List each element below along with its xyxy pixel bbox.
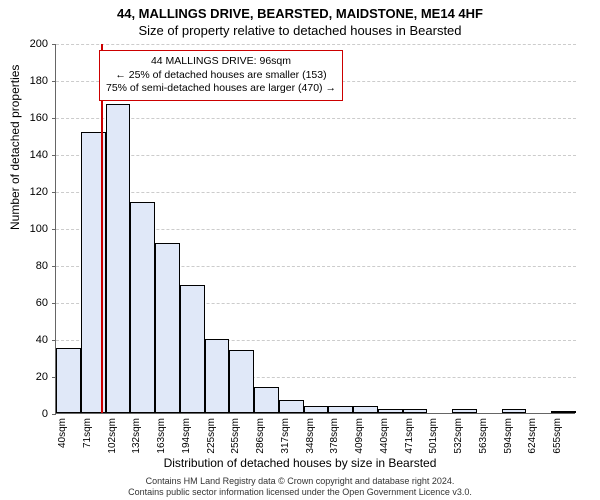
xtick-label: 378sqm — [329, 418, 340, 458]
gridline — [56, 118, 576, 119]
ytick-mark — [52, 303, 56, 304]
histogram-bar — [229, 350, 254, 413]
xtick-label: 102sqm — [107, 418, 118, 458]
histogram-bar — [155, 243, 180, 413]
histogram-bar — [328, 406, 353, 413]
footer-line-2: Contains public sector information licen… — [0, 487, 600, 498]
ytick-label: 160 — [18, 112, 48, 124]
xtick-label: 440sqm — [379, 418, 390, 458]
chart-title-main: 44, MALLINGS DRIVE, BEARSTED, MAIDSTONE,… — [0, 0, 600, 21]
ytick-mark — [52, 81, 56, 82]
xtick-label: 655sqm — [552, 418, 563, 458]
xtick-label: 225sqm — [206, 418, 217, 458]
xtick-label: 563sqm — [478, 418, 489, 458]
xtick-label: 286sqm — [255, 418, 266, 458]
xtick-label: 255sqm — [230, 418, 241, 458]
xtick-label: 409sqm — [354, 418, 365, 458]
ytick-mark — [52, 266, 56, 267]
histogram-bar — [56, 348, 81, 413]
ytick-mark — [52, 414, 56, 415]
gridline — [56, 192, 576, 193]
info-line-1: 44 MALLINGS DRIVE: 96sqm — [106, 55, 336, 69]
ytick-mark — [52, 229, 56, 230]
xtick-label: 163sqm — [156, 418, 167, 458]
histogram-bar — [551, 411, 576, 413]
xtick-label: 40sqm — [57, 418, 68, 458]
ytick-mark — [52, 340, 56, 341]
histogram-bar — [502, 409, 527, 413]
ytick-mark — [52, 192, 56, 193]
histogram-bar — [205, 339, 230, 413]
ytick-label: 80 — [18, 260, 48, 272]
xtick-label: 471sqm — [404, 418, 415, 458]
xtick-label: 594sqm — [503, 418, 514, 458]
chart-area: 44 MALLINGS DRIVE: 96sqm ← 25% of detach… — [55, 44, 575, 414]
histogram-bar — [378, 409, 403, 413]
ytick-label: 60 — [18, 297, 48, 309]
xtick-label: 317sqm — [280, 418, 291, 458]
chart-container: 44, MALLINGS DRIVE, BEARSTED, MAIDSTONE,… — [0, 0, 600, 500]
gridline — [56, 44, 576, 45]
info-line-2: ← 25% of detached houses are smaller (15… — [106, 69, 336, 83]
histogram-bar — [279, 400, 304, 413]
ytick-label: 0 — [18, 408, 48, 420]
footer-attribution: Contains HM Land Registry data © Crown c… — [0, 476, 600, 498]
marker-info-box: 44 MALLINGS DRIVE: 96sqm ← 25% of detach… — [99, 50, 343, 101]
xtick-label: 71sqm — [82, 418, 93, 458]
histogram-bar — [130, 202, 155, 413]
ytick-label: 180 — [18, 75, 48, 87]
ytick-label: 200 — [18, 38, 48, 50]
ytick-label: 120 — [18, 186, 48, 198]
chart-title-sub: Size of property relative to detached ho… — [0, 21, 600, 38]
ytick-mark — [52, 44, 56, 45]
histogram-bar — [304, 406, 329, 413]
histogram-bar — [106, 104, 131, 413]
info-line-3: 75% of semi-detached houses are larger (… — [106, 82, 336, 96]
y-axis-label: Number of detached properties — [8, 65, 22, 230]
ytick-label: 140 — [18, 149, 48, 161]
ytick-label: 40 — [18, 334, 48, 346]
histogram-bar — [452, 409, 477, 413]
histogram-bar — [254, 387, 279, 413]
ytick-label: 100 — [18, 223, 48, 235]
xtick-label: 194sqm — [181, 418, 192, 458]
histogram-bar — [403, 409, 428, 413]
footer-line-1: Contains HM Land Registry data © Crown c… — [0, 476, 600, 487]
histogram-bar — [353, 406, 378, 413]
xtick-label: 501sqm — [428, 418, 439, 458]
xtick-label: 532sqm — [453, 418, 464, 458]
gridline — [56, 155, 576, 156]
xtick-label: 348sqm — [305, 418, 316, 458]
ytick-mark — [52, 155, 56, 156]
xtick-label: 624sqm — [527, 418, 538, 458]
xtick-label: 132sqm — [131, 418, 142, 458]
ytick-label: 20 — [18, 371, 48, 383]
ytick-mark — [52, 118, 56, 119]
histogram-bar — [180, 285, 205, 413]
x-axis-label: Distribution of detached houses by size … — [0, 456, 600, 470]
